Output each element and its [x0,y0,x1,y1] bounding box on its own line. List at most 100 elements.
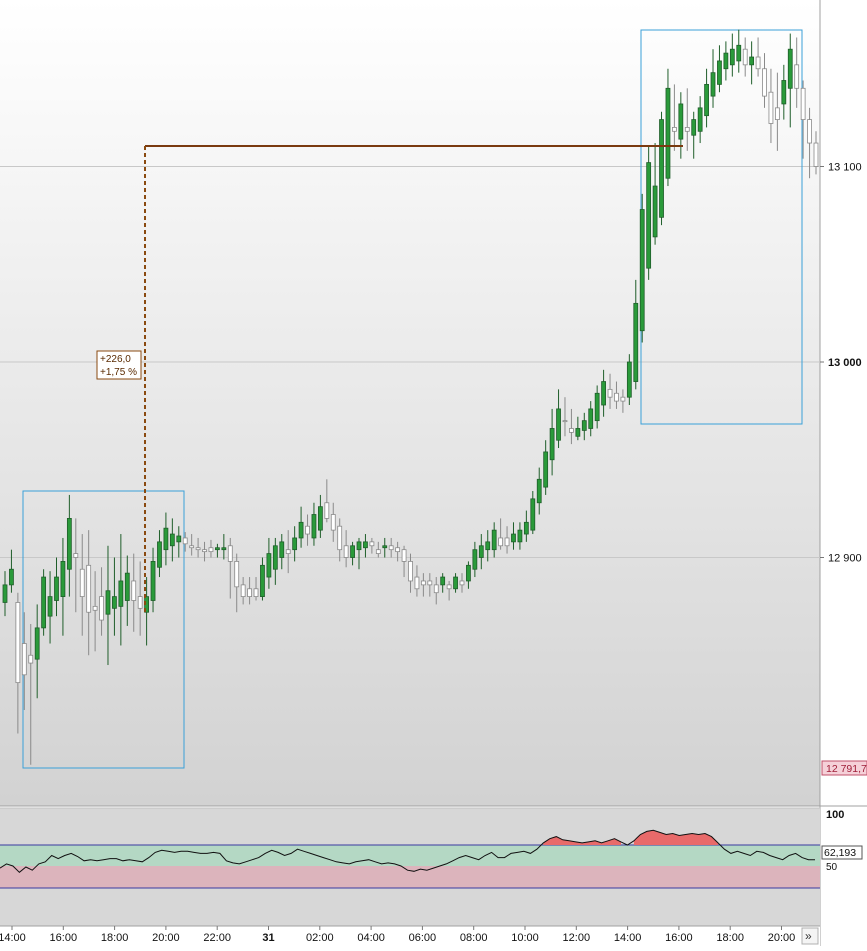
candle [588,401,594,437]
candle-body [317,506,323,531]
time-tick-label: 31 [262,932,274,944]
candle-body [2,584,8,603]
candle [762,53,767,108]
oscillator-current-box [821,845,863,860]
candle [105,545,111,666]
candle-body [382,545,388,549]
candle-body [401,549,407,562]
candle-body [562,420,568,423]
candle [420,573,426,597]
candle [755,37,761,77]
candle-body [311,514,317,539]
candle-body [292,537,298,551]
measure-label-box [96,350,142,380]
candle-body [652,185,658,238]
candle [543,440,549,495]
highlight-box-left[interactable] [22,490,185,769]
candle [285,530,291,574]
candle [710,49,716,108]
candle-body [272,545,278,570]
candle [317,494,323,538]
candle [768,68,774,144]
candle [530,491,536,535]
candle-body [659,119,664,218]
last-price-box [821,760,867,776]
candle-body [581,420,587,431]
candle [575,416,581,441]
candle-body [112,596,117,609]
candle [221,534,227,560]
time-tick-label: 14:00 [614,932,642,944]
price-tick-label: 13 000 [828,357,862,369]
candle [401,545,407,578]
time-tick-label: 22:00 [203,932,231,944]
candle [15,592,21,734]
price-axis: 13 100 13 000 12 900 [820,162,862,565]
candle [388,537,394,558]
candle [408,553,413,593]
candle-body [472,549,478,570]
candle-body [517,529,523,543]
candle-body [672,127,677,132]
candles-group [2,29,819,765]
candle [363,534,368,558]
candle [498,518,504,550]
oscillator-current-label: 62,193 [824,847,856,859]
candle-body [440,576,446,586]
candle-body [742,48,748,66]
candle [247,577,252,605]
scroll-button[interactable]: » [801,927,819,945]
measure-percent-label: +1,75 % [100,367,137,378]
time-tick-label: 16:00 [665,932,693,944]
candle [652,143,658,245]
scroll-button-frame[interactable] [801,927,819,945]
candle-body [485,541,491,551]
candle [736,29,742,73]
candle [330,502,336,542]
candle-body [176,535,182,543]
candle [781,64,787,120]
candle-body [594,392,600,422]
candle-body [375,549,381,554]
candle [66,494,72,597]
candle [646,146,652,280]
last-price-label: 12 791,7 [826,763,867,775]
overbought-area [633,830,718,845]
candle [79,534,85,636]
candle [73,518,79,613]
candle [453,573,458,593]
candle-body [279,541,285,558]
candle [41,569,47,636]
scroll-forward-icon[interactable]: » [805,929,812,943]
candle-body [433,584,439,594]
candle [60,537,66,636]
candle [182,532,188,552]
candle-body [66,518,72,570]
candle-body [150,561,156,601]
candle [787,33,793,128]
measure-points-label: +226,0 [100,354,131,365]
candle [176,526,182,558]
price-tick-label: 12 900 [828,553,862,565]
candle-body [408,561,413,582]
candle-body [247,588,252,598]
candle-body [755,56,761,70]
candle [659,111,664,226]
candle [92,571,98,652]
candle-body [556,408,561,441]
candle-body [620,396,626,402]
candle-body [523,521,529,535]
candle [639,193,645,343]
candle [279,534,285,570]
candle-body [787,48,793,89]
candle [511,522,516,550]
oscillator-lower-zone [0,866,820,888]
candle [466,561,471,589]
time-tick-label: 02:00 [306,932,334,944]
candle-body [781,80,787,105]
candle-body [491,529,497,551]
candle [298,506,304,548]
candle-body [749,56,755,66]
